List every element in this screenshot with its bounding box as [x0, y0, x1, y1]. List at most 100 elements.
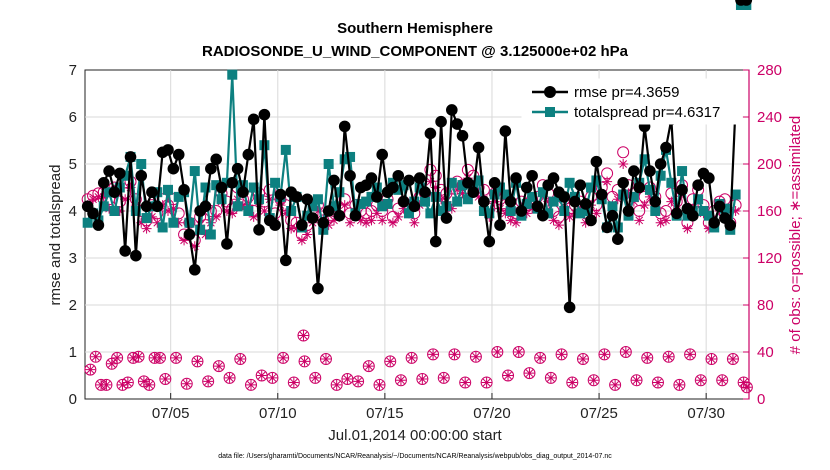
obs-assimilated-point	[267, 372, 278, 383]
rmse-layer	[81, 0, 753, 314]
rmse-point	[322, 205, 335, 217]
obs-assimilated-point	[237, 200, 248, 211]
obs-assimilated-point	[685, 349, 696, 360]
rmse-point	[338, 120, 351, 133]
rmse-point	[504, 195, 517, 208]
y-tick-labels: 0 1 2 3 4 5 6 7	[69, 62, 77, 408]
data-file-footnote: data file: /Users/gharamti/Documents/NCA…	[218, 453, 612, 460]
obs-assimilated-point	[481, 377, 492, 388]
obs-assimilated-point	[248, 211, 259, 222]
obs-possible-point	[223, 371, 236, 384]
spread-point	[655, 170, 666, 181]
rmse-point	[178, 184, 190, 196]
obs-assimilated-point	[125, 182, 136, 193]
spread-point	[157, 222, 168, 233]
obs-assimilated-point	[618, 159, 629, 169]
obs-possible-point	[297, 329, 310, 342]
chart-subtitle: RADIOSONDE_U_WIND_COMPONENT @ 3.125000e+…	[202, 43, 629, 60]
obs-assimilated-point	[588, 375, 599, 386]
obs-assimilated-point	[436, 194, 447, 205]
obs-assimilated-point	[288, 377, 299, 388]
obs-assimilated-point	[374, 379, 385, 390]
rmse-point	[247, 113, 260, 126]
obs-assimilated-point	[146, 211, 157, 222]
obs-possible-point	[437, 371, 450, 384]
spread-point	[639, 154, 650, 165]
rmse-point	[644, 165, 656, 177]
spread-point	[141, 213, 152, 224]
obs-assimilated-point	[395, 375, 406, 386]
spread-point	[189, 166, 200, 177]
rmse-point	[446, 104, 458, 116]
rmse-point	[119, 245, 131, 257]
rmse-point	[740, 0, 753, 6]
legend-spread-marker	[545, 107, 555, 117]
obs-assimilated-point	[612, 194, 623, 205]
spread-point	[216, 194, 227, 205]
obs-assimilated-point	[163, 206, 173, 216]
spread-point	[270, 177, 281, 188]
rmse-point	[312, 282, 324, 295]
rmse-point	[708, 216, 720, 229]
rmse-point	[215, 181, 228, 194]
obs-assimilated-point	[599, 349, 610, 360]
x-tick-label: 07/20	[473, 405, 511, 422]
rmse-point	[499, 125, 512, 137]
rmse-point	[167, 162, 180, 175]
obs-assimilated-point	[291, 223, 302, 234]
spread-point	[82, 217, 93, 228]
obs-assimilated-point	[323, 220, 334, 231]
spread-point	[371, 182, 382, 193]
chart-title: Southern Hemisphere	[337, 20, 493, 37]
rmse-point	[537, 209, 549, 222]
obs-assimilated-point	[112, 352, 123, 363]
obs-assimilated-point	[473, 191, 484, 202]
obs-assimilated-point	[663, 351, 674, 362]
rmse-point	[654, 158, 667, 170]
spread-point	[462, 194, 473, 205]
y-tick-label: 6	[69, 109, 77, 126]
obs-possible-point	[459, 376, 472, 389]
obs-possible-point	[191, 355, 204, 368]
obs-assimilated-point	[642, 352, 653, 363]
spread-point	[650, 206, 661, 216]
y-right-tick-label: 280	[757, 62, 782, 79]
spread-point	[703, 210, 714, 221]
obs-possible-point	[111, 351, 124, 364]
obs-assimilated-point	[154, 352, 165, 363]
obs-assimilated-point	[578, 354, 588, 365]
rmse-point	[258, 108, 271, 121]
rmse-point	[108, 186, 121, 198]
obs-possible-point	[245, 378, 257, 391]
rmse-point	[253, 224, 265, 236]
obs-possible-point	[212, 360, 225, 373]
obs-possible-point	[234, 353, 247, 366]
rmse-point	[547, 172, 560, 184]
rmse-point	[183, 228, 196, 241]
obs-assimilated-point	[543, 196, 554, 207]
obs-assimilated-point	[302, 229, 313, 240]
spread-point	[698, 206, 709, 216]
spread-point	[184, 217, 195, 228]
obs-assimilated-point	[620, 347, 631, 357]
spread-point	[730, 189, 741, 200]
y-right-tick-label: 0	[757, 391, 765, 408]
obs-assimilated-point	[141, 223, 152, 234]
obs-assimilated-point	[661, 215, 671, 226]
spread-point	[136, 159, 147, 169]
spread-point	[130, 206, 141, 216]
spread-point	[163, 184, 173, 195]
obs-assimilated-point	[717, 375, 728, 386]
obs-assimilated-point	[104, 203, 115, 214]
obs-assimilated-point	[114, 206, 125, 216]
obs-assimilated-point	[610, 379, 621, 390]
rmse-point	[269, 219, 281, 231]
obs-assimilated-point	[428, 349, 439, 360]
obs-possible-point	[566, 376, 579, 389]
obs-assimilated-point	[90, 351, 101, 362]
spread-point	[436, 206, 447, 216]
spread-point	[232, 201, 243, 212]
rmse-point	[403, 174, 415, 187]
y-tick-label: 5	[69, 156, 77, 173]
spread-point	[200, 182, 211, 193]
